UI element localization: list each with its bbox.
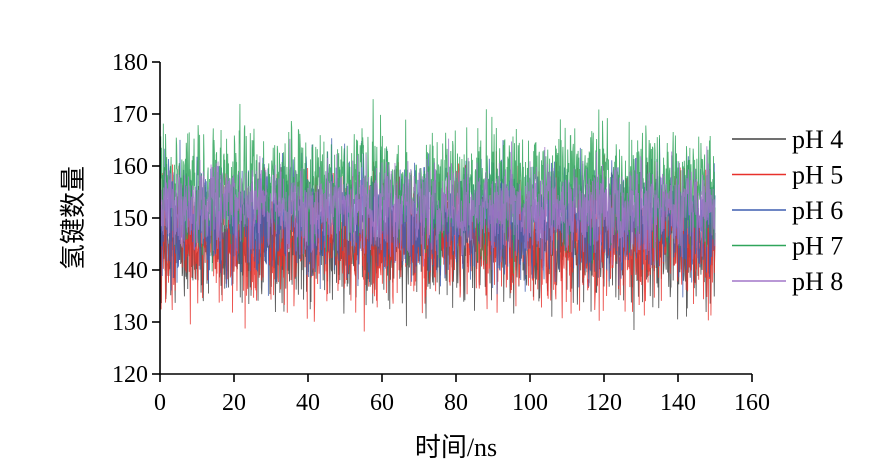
y-tick-label: 130: [112, 310, 148, 336]
y-tick-label: 160: [112, 154, 148, 180]
y-tick-label: 180: [112, 50, 148, 76]
x-tick-label: 0: [154, 390, 166, 416]
legend-label-ph-5: pH 5: [792, 161, 843, 190]
x-tick-label: 40: [296, 390, 320, 416]
y-tick-label: 170: [112, 102, 148, 128]
x-tick-label: 120: [586, 390, 622, 416]
y-tick-label: 120: [112, 362, 148, 388]
x-tick-label: 140: [660, 390, 696, 416]
x-tick-label: 160: [734, 390, 770, 416]
x-tick-label: 20: [222, 390, 246, 416]
legend: pH 4 pH 5 pH 6 pH 7 pH 8: [732, 125, 843, 296]
legend-label-ph-7: pH 7: [792, 232, 843, 261]
x-tick-label: 80: [444, 390, 468, 416]
x-tick-label: 100: [512, 390, 548, 416]
series-line-ph-8: [159, 138, 716, 271]
y-axis-title: 氢键数量: [59, 166, 88, 270]
legend-label-ph-4: pH 4: [792, 125, 843, 154]
x-axis-title: 时间/ns: [415, 433, 497, 462]
y-tick-label: 150: [112, 206, 148, 232]
y-tick-label: 140: [112, 258, 148, 284]
plot-area: [159, 99, 716, 332]
legend-label-ph-6: pH 6: [792, 196, 843, 225]
axes: 0 20 40 60 80 100 120 140 160 120 130 140 150 160 170 1…: [112, 50, 770, 416]
x-tick-label: 60: [370, 390, 394, 416]
legend-label-ph-8: pH 8: [792, 267, 843, 296]
